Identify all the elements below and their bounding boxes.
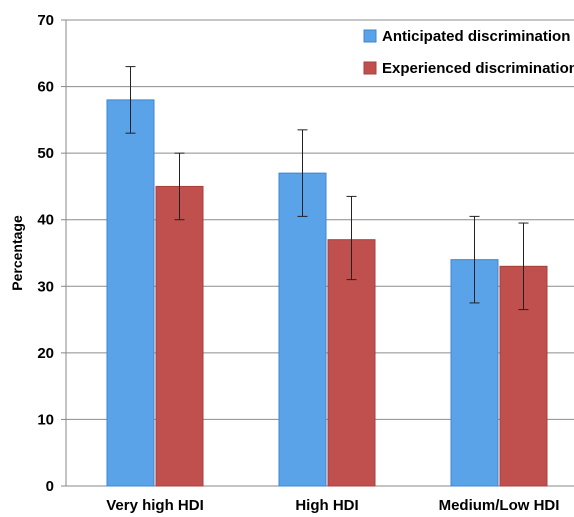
legend-swatch xyxy=(363,61,377,75)
category-label: High HDI xyxy=(295,497,358,514)
legend-swatch xyxy=(363,29,377,43)
bar xyxy=(155,185,204,487)
bar xyxy=(278,172,327,487)
y-tick-label: 50 xyxy=(37,145,54,162)
y-axis-title: Percentage xyxy=(9,215,25,291)
y-tick-label: 40 xyxy=(37,212,54,229)
category-label: Very high HDI xyxy=(106,497,204,514)
legend-label: Experienced discrimination xyxy=(382,60,574,77)
y-tick-label: 30 xyxy=(37,278,54,295)
y-tick-label: 60 xyxy=(37,79,54,96)
bars xyxy=(106,99,548,487)
bar xyxy=(106,99,155,487)
y-tick-label: 10 xyxy=(37,411,54,428)
category-label: Medium/Low HDI xyxy=(439,497,560,514)
y-tick-label: 20 xyxy=(37,345,54,362)
bar xyxy=(327,239,376,487)
y-tick-label: 70 xyxy=(37,12,54,29)
y-tick-label: 0 xyxy=(46,478,54,495)
legend-label: Anticipated discrimination xyxy=(382,28,570,45)
category-labels: Very high HDI High HDI Medium/Low HDI xyxy=(106,497,559,514)
legend: Anticipated discrimination Experienced di… xyxy=(363,28,574,77)
y-tick-labels: 0 10 20 30 40 50 60 70 xyxy=(37,12,54,495)
error-bars xyxy=(125,66,529,311)
